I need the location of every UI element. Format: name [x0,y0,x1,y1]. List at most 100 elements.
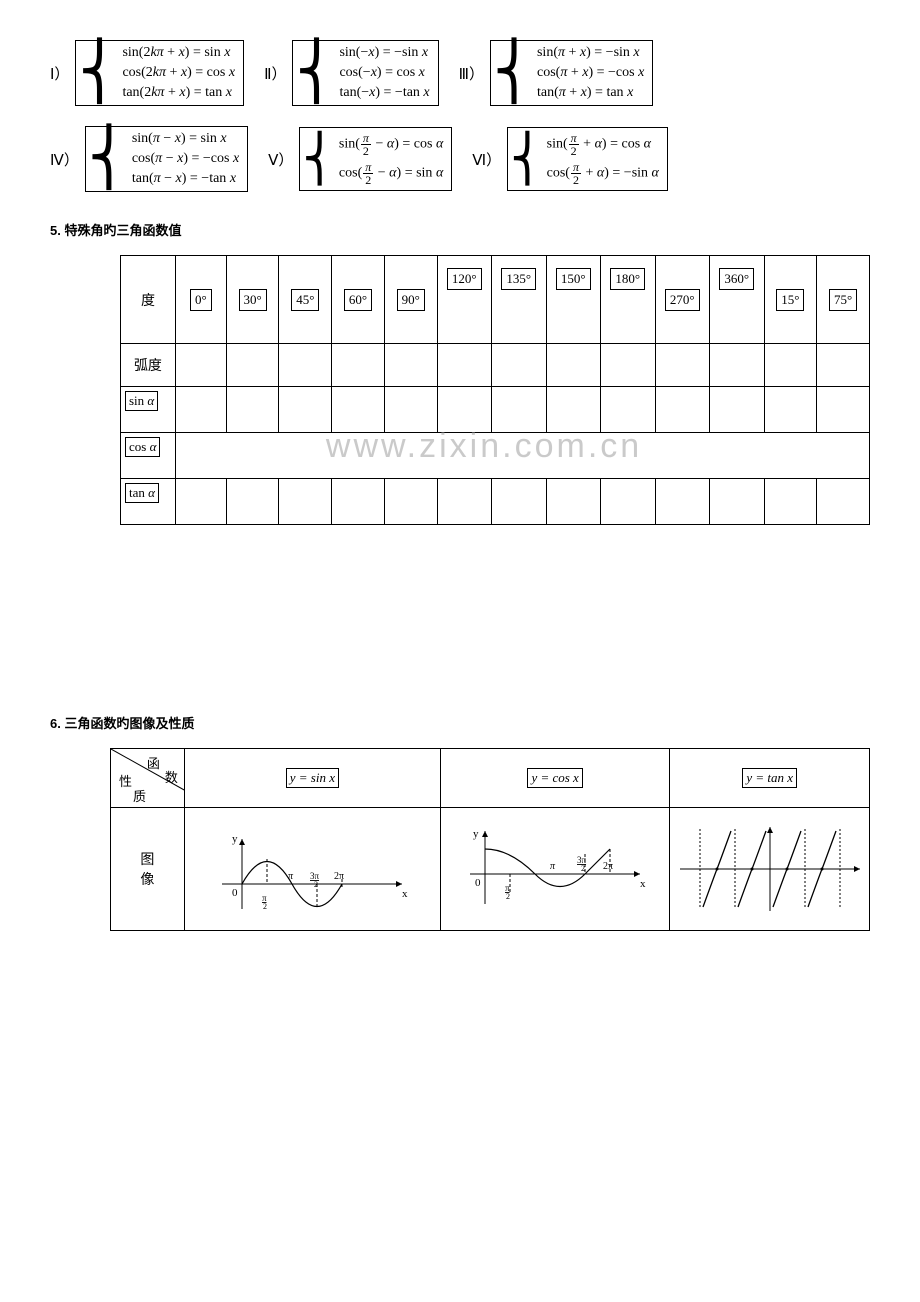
identity-group-1: Ⅰ） ⎨ sin(2kπ + x) = sin x cos(2kπ + x) =… [50,40,244,106]
cos-graph: y x 0 π 3π 2 2π π 2 [455,819,655,919]
identity-group-2: Ⅱ） ⎨ sin(−x) = −sin x cos(−x) = cos x ta… [264,40,439,106]
eq: sin(π2 − α) = cos α [339,132,443,157]
brace-icon: ⎨ [493,49,535,97]
eq: sin(−x) = −sin x [339,45,429,61]
group-label: Ⅵ） [472,149,501,170]
row-header-cos: cos α [121,433,176,479]
degree-cell: 15° [764,256,817,344]
degree-cell: 150° [546,256,601,344]
svg-text:2: 2 [581,864,585,873]
row-header-graph: 图像 [111,808,185,931]
degree-cell: 0° [175,256,226,344]
identity-row-1: Ⅰ） ⎨ sin(2kπ + x) = sin x cos(2kπ + x) =… [50,40,870,106]
group-label: Ⅳ） [50,149,79,170]
brace-icon: ⎨ [302,139,337,178]
equations: sin(2kπ + x) = sin x cos(2kπ + x) = cos … [122,45,235,101]
identity-group-3: Ⅲ） ⎨ sin(π + x) = −sin x cos(π + x) = −c… [459,40,654,106]
degree-cell: 180° [601,256,656,344]
equations: sin(π2 − α) = cos α cos(π2 − α) = sin α [339,132,443,186]
eq: cos(−x) = cos x [339,65,429,81]
identity-group-4: Ⅳ） ⎨ sin(π − x) = sin x cos(π − x) = −co… [50,126,248,192]
eq: cos(π − x) = −cos x [132,151,239,167]
svg-text:0: 0 [475,877,481,889]
eq: sin(2kπ + x) = sin x [122,45,235,61]
equations: sin(π − x) = sin x cos(π − x) = −cos x t… [132,131,239,187]
identity-row-2: Ⅳ） ⎨ sin(π − x) = sin x cos(π − x) = −co… [50,126,870,192]
table-row-tan: tan α [121,479,870,525]
svg-text:x: x [402,888,408,900]
watermark-text: www.zixin.com.cn [326,427,642,466]
row-header-tan: tan α [121,479,176,525]
special-angles-table: 度 0° 30° 45° 60° 90° 120° 135° 150° 180°… [120,255,870,525]
identity-box: ⎨ sin(π + x) = −sin x cos(π + x) = −cos … [490,40,653,106]
degree-cell: 360° [710,256,765,344]
table-row-graphs: 图像 y x 0 π 3π 2 2π π 2 [111,808,870,931]
identity-box: ⎨ sin(−x) = −sin x cos(−x) = cos x tan(−… [292,40,438,106]
svg-text:2: 2 [263,902,267,911]
eq: sin(π2 + α) = cos α [547,132,659,157]
col-header-cos: y = cos x [440,749,669,808]
table-row-cos: cos α www.zixin.com.cn [121,433,870,479]
eq: sin(π − x) = sin x [132,131,239,147]
row-header-degree: 度 [121,256,176,344]
table-row-radians: 弧度 [121,344,870,387]
eq: tan(π − x) = −tan x [132,171,239,187]
degree-cell: 45° [279,256,332,344]
tan-graph-cell [670,808,870,931]
svg-text:y: y [473,828,479,840]
group-label: Ⅴ） [268,149,293,170]
svg-text:2π: 2π [334,871,344,882]
degree-cell: 120° [437,256,492,344]
svg-text:2π: 2π [603,861,613,872]
tan-graph [675,819,865,919]
sin-graph: y x 0 π 3π 2 2π π 2 [202,819,422,919]
degree-cell: 30° [226,256,279,344]
group-label: Ⅰ） [50,63,69,84]
eq: tan(π + x) = tan x [537,85,644,101]
identity-box: ⎨ sin(π − x) = sin x cos(π − x) = −cos x… [85,126,248,192]
identity-group-5: Ⅴ） ⎨ sin(π2 − α) = cos α cos(π2 − α) = s… [268,127,452,191]
corner-cell: 函 数 性 质 [111,749,185,808]
sin-graph-cell: y x 0 π 3π 2 2π π 2 [184,808,440,931]
properties-table: 函 数 性 质 y = sin x y = cos x y = tan x 图像… [110,748,870,931]
col-header-sin: y = sin x [184,749,440,808]
brace-icon: ⎨ [510,139,545,178]
group-label: Ⅱ） [264,63,286,84]
svg-text:2: 2 [506,892,510,901]
eq: cos(π2 + α) = −sin α [547,161,659,186]
degree-cell: 75° [817,256,870,344]
identity-group-6: Ⅵ） ⎨ sin(π2 + α) = cos α cos(π2 + α) = −… [472,127,668,191]
identity-box: ⎨ sin(2kπ + x) = sin x cos(2kπ + x) = co… [75,40,244,106]
eq: tan(−x) = −tan x [339,85,429,101]
section-6-title: 6. 三角函数旳图像及性质 [50,713,870,732]
cos-graph-cell: y x 0 π 3π 2 2π π 2 [440,808,669,931]
eq: cos(π2 − α) = sin α [339,161,443,186]
svg-text:π: π [550,861,556,872]
degree-cell: 90° [384,256,437,344]
table-row-sin: sin α [121,387,870,433]
eq: cos(π + x) = −cos x [537,65,644,81]
brace-icon: ⎨ [295,49,337,97]
identity-box: ⎨ sin(π2 − α) = cos α cos(π2 − α) = sin … [299,127,452,191]
equations: sin(π2 + α) = cos α cos(π2 + α) = −sin α [547,132,659,186]
brace-icon: ⎨ [78,49,120,97]
row-header-radian: 弧度 [121,344,176,387]
equations: sin(−x) = −sin x cos(−x) = cos x tan(−x)… [339,45,429,101]
eq: tan(2kπ + x) = tan x [122,85,235,101]
identity-box: ⎨ sin(π2 + α) = cos α cos(π2 + α) = −sin… [507,127,668,191]
svg-text:2: 2 [314,880,318,889]
brace-icon: ⎨ [88,135,130,183]
svg-text:π: π [288,871,294,882]
table-row-degrees: 度 0° 30° 45° 60° 90° 120° 135° 150° 180°… [121,256,870,344]
eq: cos(2kπ + x) = cos x [122,65,235,81]
eq: sin(π + x) = −sin x [537,45,644,61]
section-5-title: 5. 特殊角旳三角函数值 [50,220,870,239]
table-row-header: 函 数 性 质 y = sin x y = cos x y = tan x [111,749,870,808]
equations: sin(π + x) = −sin x cos(π + x) = −cos x … [537,45,644,101]
svg-text:0: 0 [232,887,238,899]
col-header-tan: y = tan x [670,749,870,808]
svg-text:y: y [232,833,238,845]
svg-text:x: x [640,878,646,890]
group-label: Ⅲ） [459,63,484,84]
degree-cell: 270° [655,256,710,344]
